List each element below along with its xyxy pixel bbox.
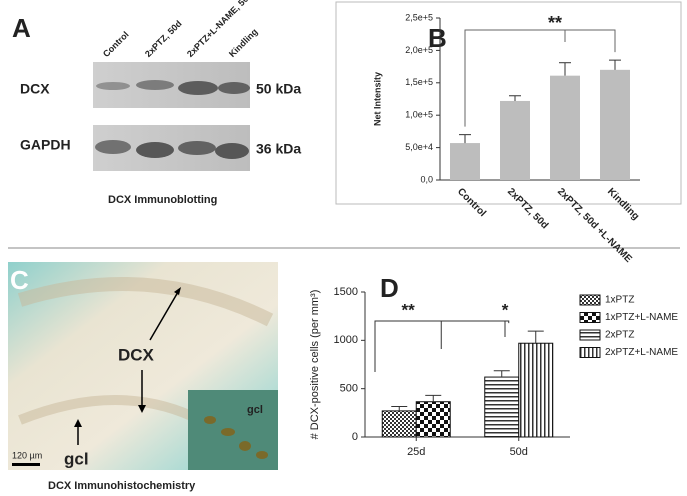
caption: DCX Immunoblotting: [108, 194, 217, 206]
legend-swatch: [579, 347, 601, 358]
x-tick-label: 2xPTZ, 50d: [505, 186, 550, 231]
panel-letter: A: [12, 13, 31, 43]
lane-label: 2xPTZ+L-NAME, 50d: [185, 0, 254, 59]
bar: [500, 100, 530, 180]
y-tick-label: 0,0: [420, 174, 433, 184]
bar: [484, 376, 520, 438]
legend-swatch: [579, 312, 601, 323]
layer-label: gcl: [64, 449, 89, 468]
legend-label: 1xPTZ: [605, 295, 634, 306]
lane-label: Control: [101, 29, 131, 59]
y-tick-label: 5,0e+4: [405, 142, 433, 152]
panel-letter: D: [380, 273, 399, 303]
legend-label: 1xPTZ+L-NAME: [605, 312, 678, 323]
y-tick-label: 1000: [334, 334, 358, 346]
y-axis-label: # DCX-positive cells (per mm³): [309, 290, 321, 440]
bar: [381, 410, 417, 438]
lane-label: Kindling: [227, 27, 260, 60]
annotation: *: [502, 300, 509, 319]
y-tick-label: 2,0e+5: [405, 45, 433, 55]
row-label: GAPDH: [20, 137, 71, 153]
row-label: DCX: [20, 81, 50, 97]
bar: [600, 69, 630, 180]
y-tick-label: 0: [352, 431, 358, 443]
panel-letter: B: [428, 23, 447, 53]
legend-swatch: [579, 329, 601, 341]
annotation: **: [548, 13, 562, 33]
y-tick-label: 2,5e+5: [405, 12, 433, 22]
size-label: 36 kDa: [256, 141, 301, 157]
y-tick-label: 1500: [334, 286, 358, 298]
marker-label: DCX: [118, 345, 155, 364]
legend-label: 2xPTZ+L-NAME: [605, 347, 678, 358]
significance-bracket: [374, 320, 510, 372]
bands: [95, 80, 250, 159]
significance-bracket: [464, 29, 616, 127]
y-axis-label: Net Intensity: [372, 72, 382, 126]
bar: [518, 342, 554, 438]
caption: DCX Immunohistochemistry: [48, 480, 196, 492]
inset-label: gcl: [247, 404, 263, 416]
bar: [450, 143, 480, 180]
panel-letter: C: [10, 265, 29, 295]
y-tick-label: 1,5e+5: [405, 77, 433, 87]
x-tick-label: 25d: [407, 446, 425, 458]
x-tick-label: 50d: [510, 446, 528, 458]
bar: [415, 401, 451, 438]
legend-label: 2xPTZ: [605, 330, 634, 341]
scale-label: 120 µm: [12, 450, 42, 460]
x-tick-label: Control: [455, 186, 488, 219]
y-tick-label: 500: [340, 383, 358, 395]
size-label: 50 kDa: [256, 81, 301, 97]
annotation: **: [402, 300, 416, 319]
y-tick-label: 1,0e+5: [405, 110, 433, 120]
panel-frame: [335, 1, 682, 205]
bar: [550, 75, 580, 180]
legend-swatch: [579, 294, 601, 306]
lane-label: 2xPTZ, 50d: [143, 18, 184, 59]
